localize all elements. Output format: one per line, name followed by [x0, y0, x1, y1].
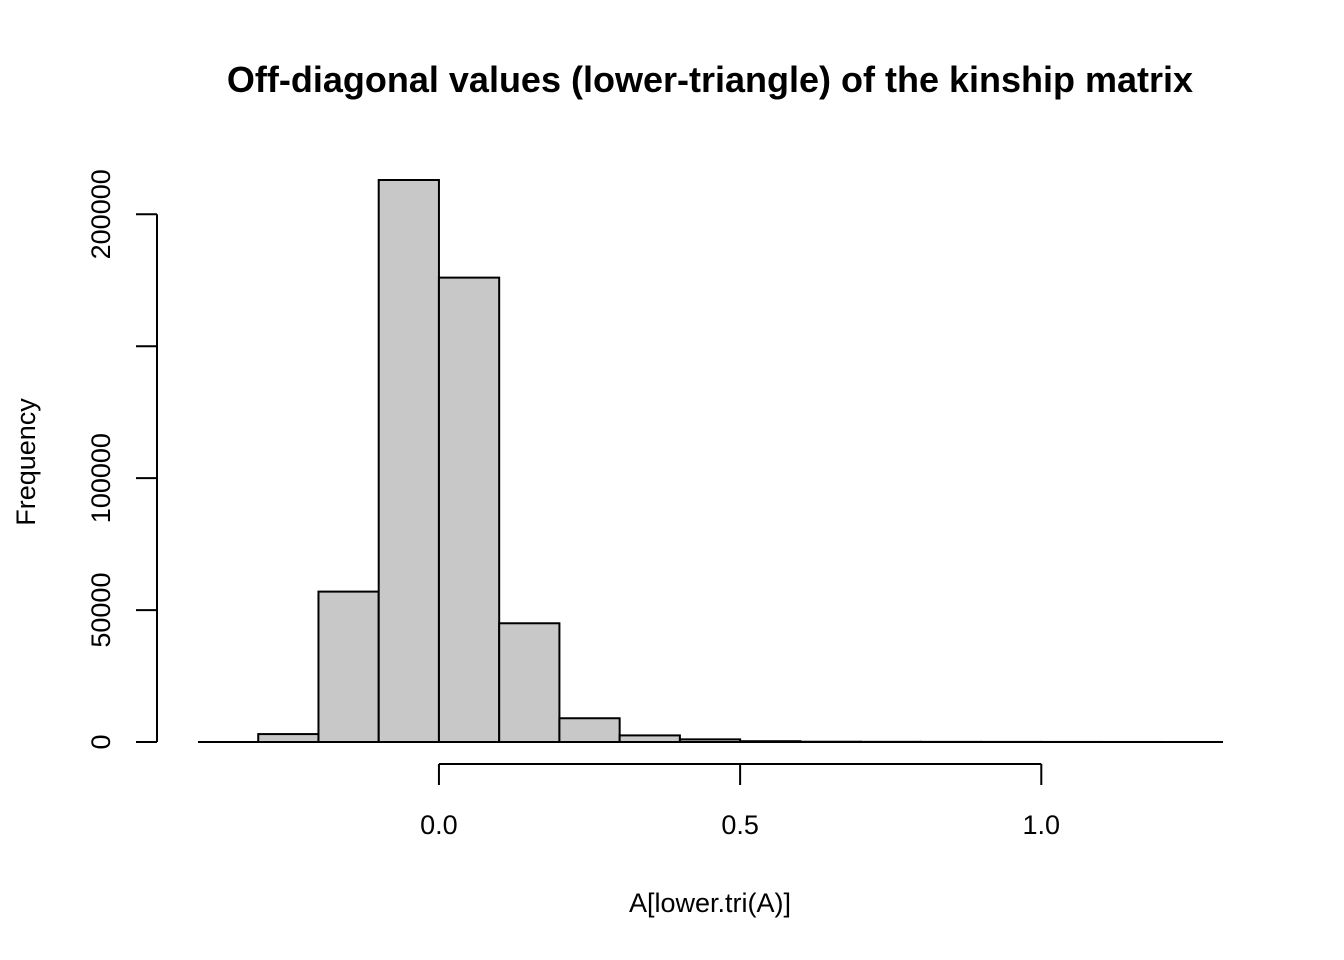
histogram-bar	[437, 276, 501, 743]
y-tick-label: 100000	[86, 433, 116, 523]
x-tick-label: 0.0	[420, 810, 458, 840]
y-tick-label: 50000	[86, 573, 116, 648]
histogram-bar	[257, 733, 320, 744]
chart-title: Off-diagonal values (lower-triangle) of …	[227, 59, 1193, 100]
x-axis-label: A[lower.tri(A)]	[629, 888, 791, 918]
y-tick-label: 200000	[86, 169, 116, 259]
x-tick-label: 1.0	[1023, 810, 1061, 840]
y-axis: 0 50000 100000 200000	[86, 169, 158, 750]
histogram-bar	[558, 717, 621, 744]
y-tick-label: 0	[86, 734, 116, 749]
y-axis-label: Frequency	[11, 398, 41, 526]
histogram-bars	[257, 179, 1223, 744]
histogram-bar	[317, 590, 380, 744]
x-tick-label: 0.5	[721, 810, 759, 840]
histogram-bar	[498, 622, 561, 743]
x-axis: 0.0 0.5 1.0	[420, 763, 1061, 840]
histogram-bar	[377, 179, 440, 743]
